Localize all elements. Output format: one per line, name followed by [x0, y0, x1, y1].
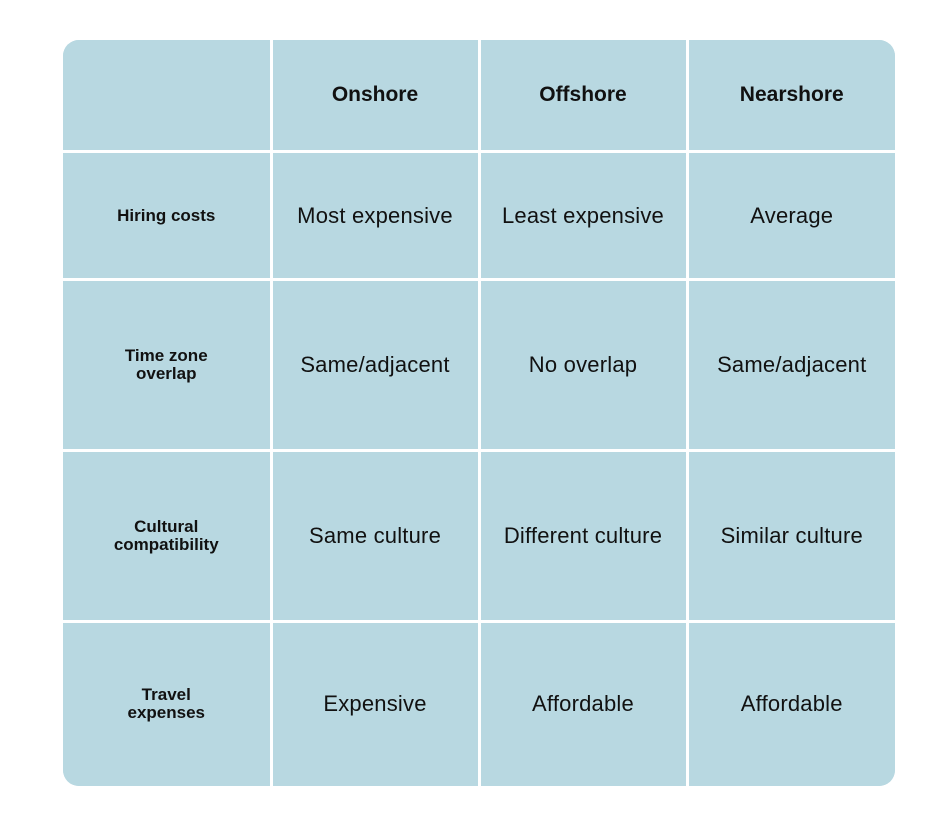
column-header-nearshore: Nearshore — [685, 40, 895, 154]
comparison-table: Onshore Offshore Nearshore Hiring costs … — [63, 40, 895, 786]
table-cell: Average — [685, 150, 895, 281]
row-header-hiring-costs: Hiring costs — [63, 150, 273, 281]
table-cell: Least expensive — [477, 150, 689, 281]
table-row: Travel expenses Expensive Affordable Aff… — [63, 619, 895, 786]
table-cell: Similar culture — [685, 448, 895, 623]
row-header-time-zone-overlap: Time zone overlap — [63, 277, 273, 452]
table-cell: Affordable — [477, 619, 689, 786]
table-cell: Same culture — [269, 448, 481, 623]
row-header-cultural-compatibility: Cultural compatibility — [63, 448, 273, 623]
row-header-label: Time zone overlap — [124, 345, 208, 383]
table-cell: Affordable — [685, 619, 895, 786]
column-header-offshore: Offshore — [477, 40, 689, 154]
table-cell: Same/adjacent — [269, 277, 481, 452]
table-row: Hiring costs Most expensive Least expens… — [63, 150, 895, 281]
table-row: Time zone overlap Same/adjacent No overl… — [63, 277, 895, 452]
table-cell: Different culture — [477, 448, 689, 623]
corner-cell — [63, 40, 273, 154]
comparison-table-card: Onshore Offshore Nearshore Hiring costs … — [63, 40, 895, 786]
row-header-label: Travel expenses — [127, 685, 206, 723]
table-cell: Expensive — [269, 619, 481, 786]
header-row: Onshore Offshore Nearshore — [63, 40, 895, 154]
table-cell: No overlap — [477, 277, 689, 452]
table-cell: Most expensive — [269, 150, 481, 281]
row-header-travel-expenses: Travel expenses — [63, 619, 273, 786]
table-row: Cultural compatibility Same culture Diff… — [63, 448, 895, 623]
table-cell: Same/adjacent — [685, 277, 895, 452]
row-header-label: Cultural compatibility — [113, 516, 219, 554]
column-header-onshore: Onshore — [269, 40, 481, 154]
